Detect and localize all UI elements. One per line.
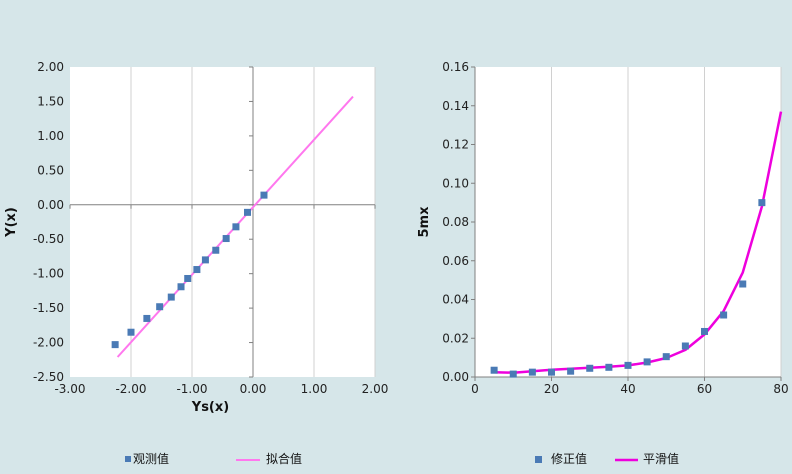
data-point — [127, 328, 135, 336]
y-tick-label: 0.50 — [37, 163, 64, 177]
data-point — [528, 368, 536, 376]
y-axis-title: Y(x) — [4, 207, 19, 238]
x-tick-label: 1.00 — [301, 382, 328, 396]
x-tick-label: -3.00 — [54, 382, 85, 396]
y-tick-label: 0.00 — [37, 198, 64, 212]
data-point — [260, 191, 268, 199]
chart-right: 0.16 0.14 0.12 0.10 0.08 0.06 0.04 0.02 0.000 20 4… — [417, 60, 789, 396]
data-point — [509, 370, 517, 378]
x-tick-label: 20 — [544, 382, 559, 396]
y-tick-label: 0.10 — [442, 176, 469, 190]
y-tick-label: 0.02 — [442, 331, 469, 345]
data-point — [156, 303, 164, 311]
data-point — [111, 341, 119, 349]
data-point — [567, 367, 575, 375]
y-tick-label: 0.00 — [442, 370, 469, 384]
y-tick-label: 0.06 — [442, 254, 469, 268]
legend-label-smoothed: 平滑值 — [643, 451, 679, 466]
data-point — [167, 293, 175, 301]
legend-marker-observed — [125, 456, 131, 462]
y-tick-label: 0.04 — [442, 293, 469, 307]
y-tick-label: 1.00 — [37, 129, 64, 143]
data-point — [720, 311, 728, 319]
data-point — [177, 283, 185, 291]
data-point — [643, 358, 651, 366]
data-point — [244, 208, 252, 216]
chart-left: 2.00 1.50 1.00 0.50 0.00 -0.50 -1.00 -1.50 -2.00… — [4, 60, 388, 415]
series-line-2 — [494, 111, 783, 374]
legend-marker-corrected — [535, 456, 542, 463]
data-point — [605, 363, 613, 371]
data-point — [624, 361, 632, 369]
y-tick-label: 0.12 — [442, 138, 469, 152]
x-tick-label: 80 — [773, 382, 788, 396]
y-tick-label: 0.08 — [442, 215, 469, 229]
y-tick-label: -1.50 — [33, 301, 64, 315]
legend-label-corrected: 修正值 — [551, 451, 587, 466]
y-tick-label: 0.14 — [442, 99, 469, 113]
x-tick-label: -2.00 — [115, 382, 146, 396]
x-tick-label: -1.00 — [176, 382, 207, 396]
data-point — [143, 314, 151, 322]
legend-label-fitted: 拟合值 — [266, 451, 302, 466]
plot-area — [70, 67, 375, 377]
x-tick-label: 0 — [471, 382, 479, 396]
data-point — [739, 280, 747, 288]
x-axis-title: Ys(x) — [191, 400, 229, 415]
legend-left: 观测值 拟合值 — [125, 451, 302, 466]
data-point — [232, 223, 240, 231]
data-point — [201, 256, 209, 264]
data-point — [490, 366, 498, 374]
x-tick-label: 0.00 — [240, 382, 267, 396]
data-point — [184, 274, 192, 282]
y-tick-label: 2.00 — [37, 60, 64, 74]
y-tick-label: 0.16 — [442, 60, 469, 74]
y-tick-label: 1.50 — [37, 94, 64, 108]
y-tick-label: -2.00 — [33, 336, 64, 350]
data-point — [222, 235, 230, 243]
y-tick-label: -2.50 — [33, 370, 64, 384]
y-tick-label: -1.00 — [33, 267, 64, 281]
x-tick-label: 40 — [620, 382, 635, 396]
legend-label-observed: 观测值 — [133, 451, 169, 466]
x-tick-label: 2.00 — [362, 382, 389, 396]
data-point — [586, 364, 594, 372]
y-tick-label: -0.50 — [33, 232, 64, 246]
x-tick-label: 60 — [697, 382, 712, 396]
legend-right: 修正值 平滑值 — [535, 451, 679, 466]
data-point — [758, 199, 766, 207]
data-point — [212, 246, 220, 254]
data-point — [662, 353, 670, 361]
data-point — [701, 327, 708, 335]
data-point — [681, 342, 689, 350]
data-point — [548, 368, 555, 376]
y-axis-title: 5mx — [417, 206, 432, 238]
data-point — [193, 266, 201, 274]
